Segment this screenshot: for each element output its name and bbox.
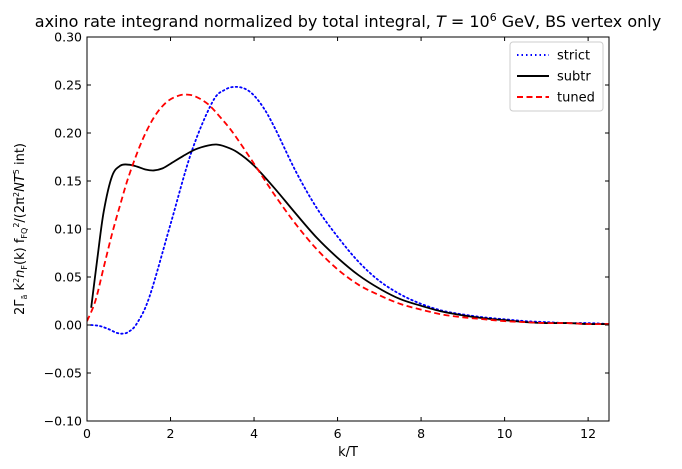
series-line-strict: [90, 85, 609, 335]
y-axis-label: 2Γã k2nF(k) fFQ2/(2π2NT5 int): [12, 143, 29, 315]
x-tick-label: 8: [417, 426, 425, 441]
y-tick-label: 0.25: [54, 78, 82, 93]
x-tick-label: 2: [167, 426, 175, 441]
x-tick-label: 4: [250, 426, 258, 441]
y-tick-label: 0.30: [54, 30, 82, 45]
legend-label-tuned: tuned: [557, 91, 595, 106]
x-tick-label: 6: [334, 426, 342, 441]
y-tick-label: 0.00: [54, 318, 82, 333]
plot-frame: [86, 36, 610, 422]
x-tick-label: 10: [497, 426, 513, 441]
x-axis-label: k/T: [338, 445, 358, 460]
y-tick-label: −0.05: [44, 366, 82, 381]
series-line-subtr: [90, 143, 609, 326]
series-line-tuned: [87, 93, 609, 326]
y-tick-label: 0.05: [54, 270, 82, 285]
legend: strict subtr tuned: [509, 41, 604, 112]
legend-label-strict: strict: [557, 49, 590, 64]
y-tick-label: −0.10: [44, 414, 82, 429]
y-tick-label: 0.15: [54, 174, 82, 189]
y-tick-label: 0.20: [54, 126, 82, 141]
x-tick-label: 12: [580, 426, 596, 441]
legend-label-subtr: subtr: [557, 70, 591, 85]
legend-box: [509, 41, 604, 112]
y-tick-label: 0.10: [54, 222, 82, 237]
chart-title: axino rate integrand normalized by total…: [35, 11, 661, 31]
x-tick-label: 0: [83, 426, 91, 441]
